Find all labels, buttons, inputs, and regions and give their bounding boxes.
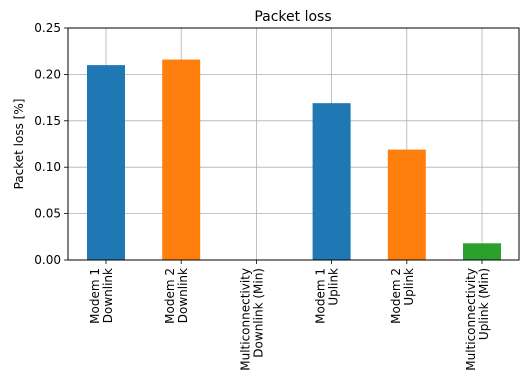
y-tick-label: 0.25	[34, 21, 61, 35]
x-tick-label: Uplink	[402, 268, 416, 306]
x-tick-label: Modem 2	[389, 268, 403, 324]
x-tick-label: Uplink	[327, 268, 341, 306]
y-tick-label: 0.20	[34, 67, 61, 81]
x-tick-label: Downlink (Min)	[251, 268, 265, 358]
y-axis-label: Packet loss [%]	[12, 99, 26, 190]
x-axis: Modem 1 Downlink Modem 2 Downlink Multiconne…	[88, 260, 491, 371]
bar	[312, 103, 351, 260]
chart-title: Packet loss	[254, 9, 331, 25]
y-tick-label: 0.05	[34, 207, 61, 221]
y-axis: 0.00 0.05 0.10 0.15 0.20 0.25	[34, 21, 68, 267]
bar	[87, 65, 125, 261]
y-tick-label: 0.10	[34, 160, 61, 174]
bars	[87, 59, 501, 261]
x-tick-label: Multiconnectivity	[238, 268, 252, 371]
bar	[162, 59, 201, 260]
x-tick-label: Uplink (Min)	[477, 268, 491, 340]
y-tick-label: 0.00	[34, 253, 61, 267]
x-tick-label: Downlink	[176, 268, 190, 323]
x-tick-label: Modem 1	[88, 268, 102, 324]
x-tick-label: Multiconnectivity	[464, 268, 478, 371]
bar	[387, 149, 426, 260]
x-tick-label: Modem 1	[314, 268, 328, 324]
x-tick-label: Modem 2	[163, 268, 177, 324]
grid-lines	[68, 27, 519, 261]
bar	[463, 243, 501, 260]
y-tick-label: 0.15	[34, 114, 61, 128]
plot-frame	[67, 27, 520, 261]
x-tick-label: Downlink	[101, 268, 115, 323]
